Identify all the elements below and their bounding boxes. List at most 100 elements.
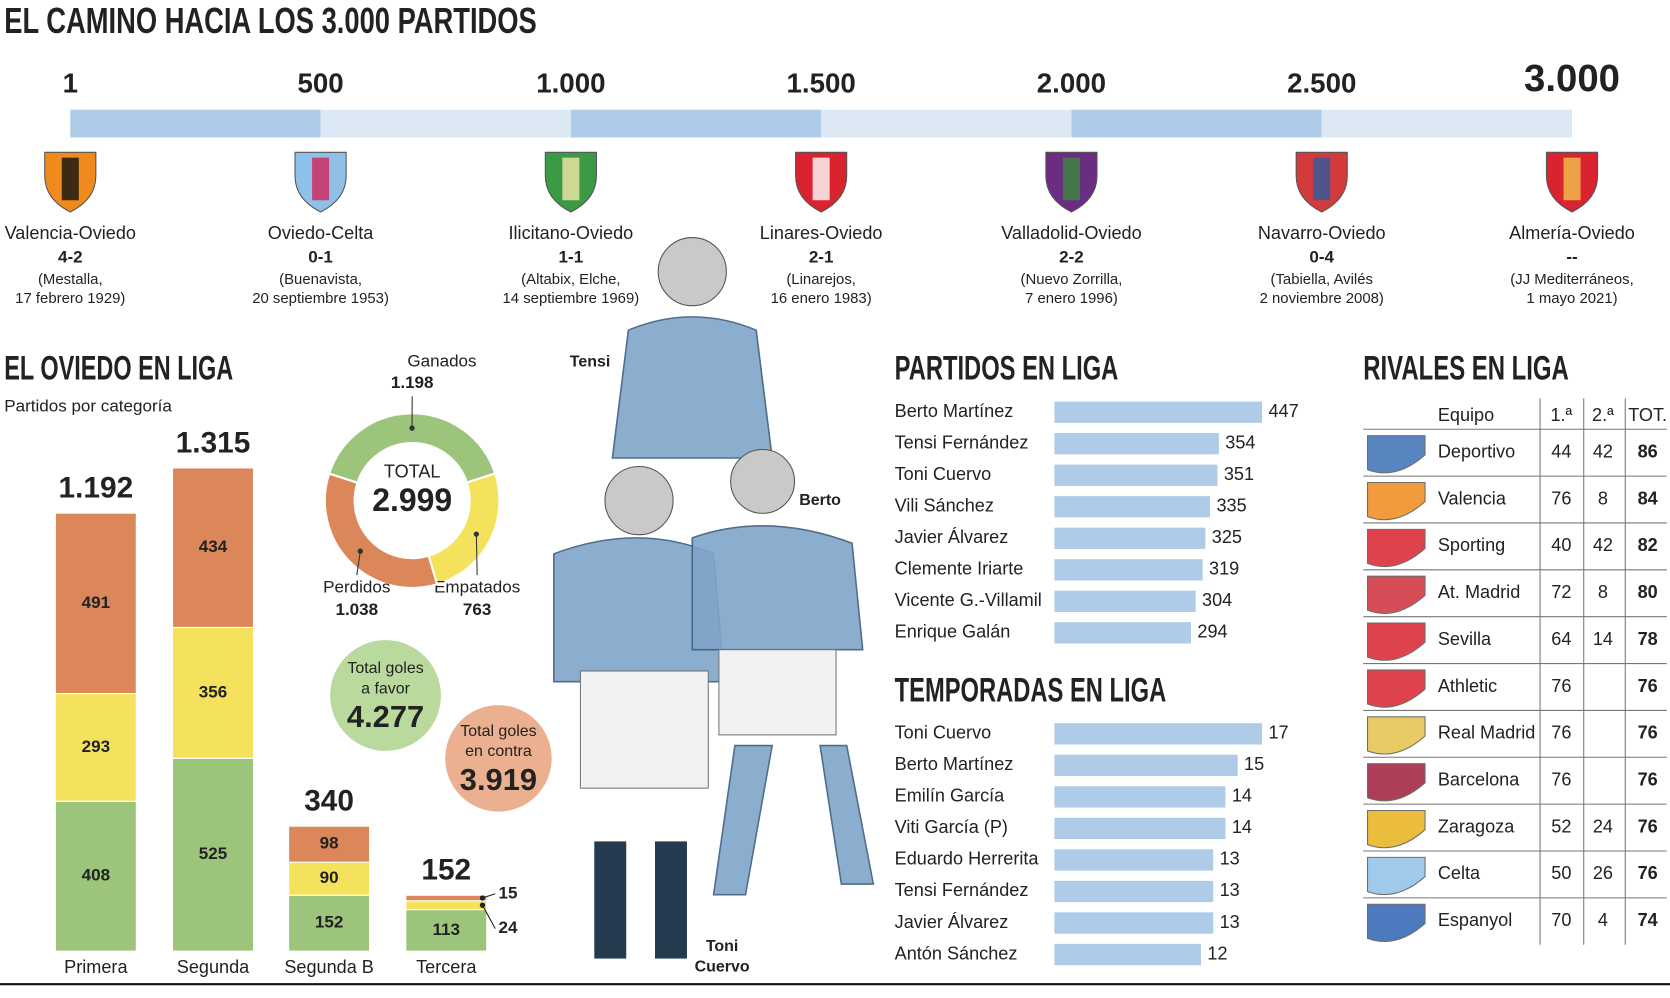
table-cell: Athletic [1438, 676, 1497, 696]
category-label: Tercera [416, 957, 477, 977]
table-cell: 8 [1598, 488, 1608, 508]
bar-value: 152 [315, 913, 343, 932]
chart-title: EL OVIEDO EN LIGA [4, 350, 233, 388]
team-crest [1366, 481, 1426, 521]
match-name: Navarro-Oviedo [1258, 223, 1386, 243]
bar-category: Toni Cuervo [895, 723, 992, 743]
match-venue: (Altabix, Elche, [521, 272, 620, 288]
bar-category: Javier Álvarez [895, 912, 1009, 932]
table-header: TOT. [1628, 405, 1667, 425]
bar-value: 319 [1209, 559, 1239, 579]
table-cell: 4 [1598, 910, 1608, 930]
team-crest [1366, 669, 1426, 708]
bar-value: 434 [199, 537, 228, 556]
crest-stripe [61, 157, 79, 201]
table-cell: 26 [1593, 863, 1613, 883]
bar [1054, 496, 1211, 518]
bar-value: 294 [1197, 622, 1227, 642]
table-cell: 44 [1551, 441, 1571, 461]
table-cell: 72 [1551, 582, 1571, 602]
crest-stripe [1062, 157, 1080, 201]
table-cell: 14 [1593, 629, 1613, 649]
match-score: 0-1 [308, 247, 333, 266]
timeline-segment [70, 109, 321, 138]
bar-segment [405, 900, 488, 911]
team-crest [1366, 903, 1426, 942]
match-name: Ilicitano-Oviedo [509, 223, 634, 243]
bar [1054, 849, 1214, 871]
donut-value: 1.038 [335, 600, 378, 619]
donut-slice [327, 412, 497, 485]
table-header: Equipo [1438, 405, 1494, 425]
bar-total: 340 [304, 785, 354, 818]
bar-value: 447 [1268, 401, 1298, 421]
table-cell: Barcelona [1438, 769, 1520, 789]
table-cell: Real Madrid [1438, 723, 1536, 743]
table-cell: Sporting [1438, 535, 1505, 555]
milestone-label: 1.500 [787, 68, 856, 99]
bar-category: Berto Martínez [895, 754, 1014, 774]
bar-value: 408 [82, 866, 110, 885]
bar [1054, 590, 1196, 613]
bar-category: Vili Sánchez [895, 496, 994, 516]
bar-category: Antón Sánchez [895, 943, 1018, 963]
milestone-label: 3.000 [1524, 57, 1620, 100]
donut-total: 2.999 [372, 482, 452, 518]
chart-subtitle: Partidos por categoría [4, 396, 172, 415]
bar-value: 304 [1202, 590, 1232, 610]
match-venue: (Mestalla, [38, 272, 103, 288]
bar-category: Tensi Fernández [895, 433, 1029, 453]
table-cell: 78 [1638, 629, 1658, 649]
category-label: Segunda [177, 957, 250, 977]
table-cell: 64 [1551, 629, 1571, 649]
match-date: 2 noviembre 2008) [1260, 291, 1384, 307]
bar [1054, 817, 1226, 840]
timeline-segment [320, 109, 571, 138]
table-cell: 40 [1551, 535, 1571, 555]
crest-stripe [1313, 157, 1331, 201]
bar [1054, 464, 1218, 486]
team-crest [1366, 528, 1426, 568]
match-score: 2-2 [1059, 247, 1084, 266]
match-date: 17 febrero 1929) [15, 291, 125, 307]
bar-category: Eduardo Herrerita [895, 849, 1040, 869]
photo-head [604, 465, 674, 536]
match-name: Almería-Oviedo [1509, 223, 1635, 243]
bar [1054, 433, 1219, 455]
match-score: 2-1 [809, 247, 834, 266]
photo-label: Berto [799, 492, 841, 509]
table-cell: Celta [1438, 863, 1481, 883]
match-score: -- [1566, 247, 1577, 266]
bar-value: 356 [199, 682, 227, 701]
table-cell: 86 [1638, 441, 1658, 461]
donut-category: Ganados [407, 352, 476, 371]
leader-dot [479, 902, 486, 908]
bar-total: 1.315 [176, 426, 251, 459]
bar-category: Vicente G.-Villamil [895, 590, 1042, 610]
milestone-label: 2.000 [1037, 68, 1106, 99]
bar-value: 17 [1268, 723, 1288, 743]
bar-segment [54, 693, 137, 802]
crest-stripe [812, 157, 830, 201]
bar-segment [54, 800, 137, 952]
goals-circle [330, 640, 441, 751]
bar-value: 15 [1244, 754, 1264, 774]
bar-value: 351 [1224, 464, 1254, 484]
donut-category: Empatados [434, 577, 520, 596]
bar-segment [288, 894, 371, 952]
table-cell: 42 [1593, 535, 1613, 555]
match-score: 1-1 [559, 247, 584, 266]
donut-center-label: TOTAL [384, 462, 441, 482]
match-date: 7 enero 1996) [1025, 291, 1118, 307]
leader-dot [357, 548, 364, 554]
crest-stripe [562, 157, 580, 201]
leader-dot [479, 895, 486, 901]
bar-segment [405, 894, 488, 902]
category-label: Segunda B [284, 957, 374, 977]
team-crest [1366, 809, 1426, 849]
leader-dot [473, 531, 480, 537]
match-name: Linares-Oviedo [760, 223, 883, 243]
photo-label: Toni [706, 938, 739, 955]
bar-value: 293 [82, 737, 110, 756]
